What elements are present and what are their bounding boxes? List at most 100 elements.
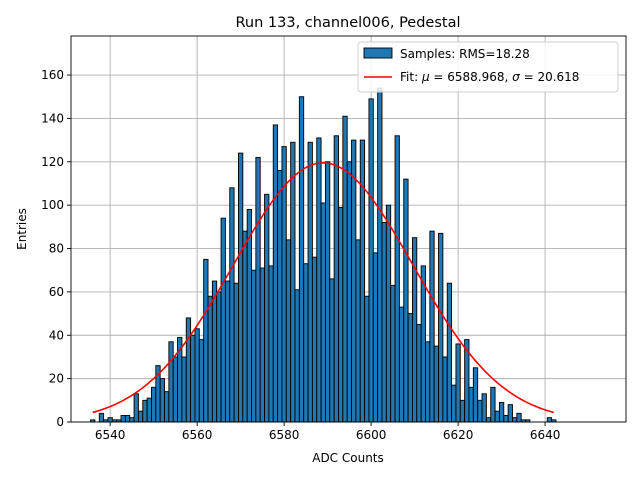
histogram-bar bbox=[451, 384, 457, 423]
legend-swatch-samples bbox=[363, 47, 393, 59]
y-axis-label: Entries bbox=[15, 208, 29, 250]
x-axis-label: ADC Counts bbox=[312, 451, 384, 465]
y-tick-label: 40 bbox=[49, 328, 64, 342]
chart-title: Run 133, channel006, Pedestal bbox=[235, 15, 460, 31]
x-tick-label: 6620 bbox=[443, 428, 474, 442]
x-tick-label: 6560 bbox=[182, 428, 213, 442]
x-tick-label: 6580 bbox=[269, 428, 300, 442]
histogram-bar bbox=[333, 135, 339, 423]
histogram-bar bbox=[133, 393, 139, 423]
histogram-bar bbox=[185, 317, 192, 423]
histogram-bar bbox=[403, 178, 409, 423]
histogram-bar bbox=[507, 404, 513, 423]
y-tick-label: 60 bbox=[49, 285, 64, 299]
histogram-bar bbox=[242, 230, 248, 423]
histogram-bar bbox=[498, 402, 505, 423]
histogram-bar bbox=[490, 386, 496, 423]
legend-box bbox=[357, 41, 619, 93]
histogram-bar bbox=[481, 393, 487, 423]
histogram-bar bbox=[329, 278, 335, 423]
histogram-bar bbox=[512, 417, 518, 423]
histogram-bar bbox=[311, 256, 318, 423]
y-axis-ticks: 0 20 40 60 80 100 120 140 160 bbox=[41, 68, 71, 429]
histogram-bar bbox=[129, 417, 135, 423]
x-tick-label: 6540 bbox=[95, 428, 126, 442]
histogram-bar bbox=[268, 265, 274, 423]
histogram-bar bbox=[420, 265, 426, 423]
histogram-bar bbox=[146, 397, 152, 423]
histogram-bar bbox=[372, 252, 379, 423]
histogram-bar bbox=[259, 267, 266, 423]
histogram-bar bbox=[472, 367, 479, 423]
histogram-bar bbox=[442, 356, 448, 423]
x-tick-label: 6640 bbox=[530, 428, 561, 442]
histogram-bar bbox=[255, 156, 261, 423]
histogram-bar bbox=[229, 187, 235, 423]
y-tick-label: 80 bbox=[49, 242, 64, 256]
histogram-bar bbox=[342, 115, 348, 423]
histogram-bar bbox=[320, 202, 326, 423]
histogram-bar bbox=[159, 378, 165, 423]
histogram-bar bbox=[385, 204, 392, 423]
histogram-bars bbox=[90, 87, 557, 423]
histogram-bar bbox=[307, 141, 313, 423]
histogram-bar bbox=[324, 161, 331, 423]
histogram-bar bbox=[137, 410, 144, 423]
histogram-bar bbox=[238, 152, 244, 423]
histogram-bar bbox=[198, 339, 205, 423]
histogram-bar bbox=[355, 239, 361, 423]
histogram-bar bbox=[416, 323, 422, 423]
histogram-bar bbox=[433, 345, 439, 423]
histogram-bar bbox=[446, 282, 453, 423]
histogram-bar bbox=[216, 291, 222, 423]
histogram-bar bbox=[494, 410, 500, 423]
histogram-bar bbox=[211, 280, 218, 423]
histogram-bar bbox=[264, 193, 270, 423]
histogram-bar bbox=[298, 96, 305, 423]
histogram-bar bbox=[468, 386, 474, 423]
histogram-bar bbox=[485, 417, 492, 423]
histogram-bar bbox=[398, 306, 405, 423]
histogram-bar bbox=[477, 399, 483, 423]
histogram-bar bbox=[516, 412, 522, 423]
histogram-bar bbox=[390, 284, 396, 423]
histogram-bar bbox=[459, 399, 466, 423]
histogram-bar bbox=[503, 415, 509, 423]
histogram-bar bbox=[351, 139, 357, 423]
histogram-bar bbox=[194, 328, 200, 423]
legend-label-fit: Fit: μ = 6588.968, σ = 20.618 bbox=[400, 70, 579, 84]
legend: Samples: RMS=18.28 Fit: μ = 6588.968, σ … bbox=[357, 41, 619, 93]
histogram-bar bbox=[294, 289, 300, 423]
y-tick-label: 20 bbox=[49, 372, 64, 386]
histogram-bar bbox=[368, 98, 374, 423]
y-tick-label: 160 bbox=[41, 68, 64, 82]
histogram-bar bbox=[290, 141, 296, 423]
histogram-bar bbox=[429, 230, 435, 423]
histogram-bar bbox=[546, 417, 553, 423]
histogram-bar bbox=[438, 232, 444, 423]
histogram-bar bbox=[224, 280, 231, 423]
histogram-bar bbox=[394, 135, 400, 423]
plot-frame bbox=[70, 35, 627, 423]
histogram-bar bbox=[346, 161, 352, 423]
histogram-bar bbox=[359, 139, 366, 423]
y-tick-label: 0 bbox=[56, 415, 64, 429]
histogram-bar bbox=[207, 295, 213, 423]
histogram-bar bbox=[164, 391, 170, 423]
histogram-bar bbox=[172, 356, 179, 423]
histogram-bar bbox=[142, 399, 148, 423]
histogram-bar bbox=[181, 356, 187, 423]
histogram-bar bbox=[168, 341, 174, 423]
histogram-bar bbox=[425, 341, 431, 423]
y-tick-label: 140 bbox=[41, 111, 64, 125]
histogram-bar bbox=[220, 217, 226, 423]
histogram-bar bbox=[120, 415, 126, 423]
histogram-bar bbox=[190, 334, 196, 423]
histogram-bar bbox=[203, 258, 209, 423]
histogram-bar bbox=[98, 412, 105, 423]
histogram-bar bbox=[285, 239, 292, 423]
x-tick-label: 6600 bbox=[356, 428, 387, 442]
histogram-bar bbox=[338, 206, 344, 423]
fit-curve bbox=[92, 162, 555, 414]
